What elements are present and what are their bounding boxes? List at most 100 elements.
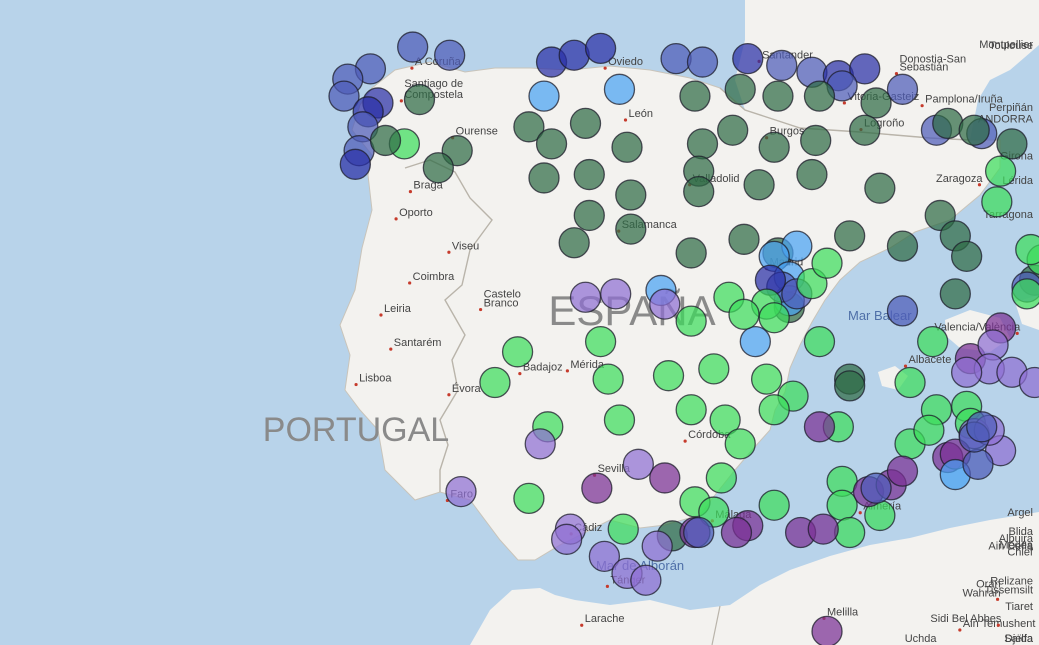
map-marker-light-green[interactable] [758, 302, 790, 334]
map-marker-navy[interactable] [732, 42, 764, 75]
map-marker-light-green[interactable] [479, 366, 511, 399]
map-marker-light-green[interactable] [750, 363, 783, 395]
map-marker-light-green[interactable] [1011, 278, 1039, 310]
map-marker-dark-green[interactable] [762, 80, 794, 112]
map-marker-light-green[interactable] [603, 404, 636, 436]
map-marker-dark-green[interactable] [573, 199, 605, 232]
map-marker-light-green[interactable] [652, 360, 685, 392]
map-marker-steel-blue[interactable] [434, 39, 466, 71]
map-marker-dark-green[interactable] [958, 114, 990, 146]
map-marker-steel-blue[interactable] [683, 516, 715, 549]
map-marker-steel-blue[interactable] [886, 295, 919, 327]
map-marker-dark-green[interactable] [834, 370, 866, 402]
map-marker-dark-green[interactable] [558, 227, 590, 259]
map-marker-dark-green[interactable] [849, 114, 881, 146]
map-marker-light-green[interactable] [501, 336, 534, 368]
map-marker-lavender[interactable] [550, 523, 583, 555]
map-marker-dark-green[interactable] [950, 240, 983, 273]
map-marker-lavender[interactable] [588, 540, 621, 573]
map-marker-light-blue[interactable] [603, 73, 636, 105]
map-marker-lavender[interactable] [600, 278, 632, 310]
map-marker-light-green[interactable] [803, 325, 836, 358]
map-marker-lavender[interactable] [622, 448, 654, 480]
map-marker-navy[interactable] [584, 32, 617, 65]
map-marker-steel-blue[interactable] [766, 49, 798, 82]
map-marker-purple[interactable] [803, 411, 836, 443]
map-marker-light-green[interactable] [834, 516, 866, 549]
map-marker-light-green[interactable] [724, 428, 756, 460]
map-marker-steel-blue[interactable] [860, 472, 892, 504]
map-marker-light-green[interactable] [698, 353, 730, 385]
map-marker-steel-blue[interactable] [962, 448, 994, 480]
map-marker-light-green[interactable] [705, 462, 738, 494]
map-marker-light-green[interactable] [811, 247, 843, 279]
map-marker-dark-green[interactable] [615, 179, 647, 211]
map-marker-purple[interactable] [811, 615, 843, 645]
map-marker-light-green[interactable] [894, 366, 926, 399]
map-marker-dark-green[interactable] [569, 107, 602, 140]
map-marker-light-green[interactable] [984, 155, 1017, 187]
map-marker-dark-green[interactable] [686, 128, 719, 160]
map-marker-purple[interactable] [807, 513, 839, 545]
map-marker-dark-green[interactable] [422, 152, 454, 184]
map-marker-steel-blue[interactable] [328, 80, 360, 112]
map-marker-dark-green[interactable] [796, 158, 828, 191]
map-marker-dark-green[interactable] [724, 73, 756, 105]
map-marker-purple[interactable] [649, 462, 681, 494]
map-marker-steel-blue[interactable] [686, 46, 719, 78]
map-marker-lavender[interactable] [1018, 366, 1039, 399]
map-marker-dark-green[interactable] [528, 162, 560, 194]
map-marker-dark-green[interactable] [939, 278, 971, 310]
map-marker-dark-green[interactable] [675, 237, 707, 269]
map-marker-light-green[interactable] [1015, 233, 1039, 266]
map-marker-navy[interactable] [849, 53, 881, 85]
map-marker-dark-green[interactable] [513, 111, 545, 143]
map-marker-dark-green[interactable] [683, 175, 715, 208]
map-marker-dark-green[interactable] [403, 83, 436, 116]
map-marker-lavender[interactable] [445, 475, 477, 508]
map-marker-lavender[interactable] [950, 356, 983, 388]
map-marker-steel-blue[interactable] [397, 31, 429, 63]
map-marker-lavender[interactable] [630, 564, 662, 596]
map-marker-light-green[interactable] [758, 489, 790, 521]
map-marker-dark-green[interactable] [743, 169, 775, 201]
map-marker-light-green[interactable] [709, 404, 741, 436]
map-marker-light-green[interactable] [675, 305, 707, 337]
map-marker-light-green[interactable] [592, 363, 624, 395]
map-marker-light-green[interactable] [913, 414, 945, 446]
map-marker-lavender[interactable] [524, 428, 556, 460]
map-marker-dark-green[interactable] [573, 158, 605, 191]
map-marker-dark-green[interactable] [803, 80, 836, 112]
map-marker-dark-green[interactable] [728, 223, 760, 255]
map-marker-lavender[interactable] [641, 530, 673, 562]
map-marker-dark-green[interactable] [886, 230, 919, 262]
map-marker-light-blue[interactable] [528, 80, 560, 112]
map-marker-lavender[interactable] [649, 288, 681, 320]
map-marker-dark-green[interactable] [758, 131, 790, 163]
map-marker-dark-green[interactable] [369, 124, 402, 157]
map-marker-light-green[interactable] [917, 325, 949, 358]
map-marker-light-green[interactable] [607, 513, 639, 545]
map-marker-dark-green[interactable] [864, 172, 896, 204]
map-marker-dark-green[interactable] [996, 128, 1028, 160]
map-marker-light-green[interactable] [728, 298, 760, 330]
map-marker-light-green[interactable] [981, 186, 1013, 218]
map-marker-steel-blue[interactable] [886, 73, 919, 105]
map-marker-lavender[interactable] [569, 281, 602, 313]
map-marker-dark-green[interactable] [611, 131, 643, 163]
map-marker-light-green[interactable] [826, 489, 858, 521]
map-marker-dark-green[interactable] [535, 128, 568, 160]
map-marker-dark-green[interactable] [932, 107, 964, 140]
map-marker-dark-green[interactable] [615, 213, 647, 245]
map-marker-dark-green[interactable] [860, 87, 892, 119]
map-marker-navy[interactable] [339, 148, 371, 180]
map-marker-purple[interactable] [581, 472, 613, 504]
map-marker-purple[interactable] [720, 516, 753, 549]
map-marker-purple[interactable] [886, 455, 919, 487]
map-marker-dark-green[interactable] [800, 124, 832, 157]
map-marker-light-green[interactable] [758, 394, 790, 426]
map-marker-light-green[interactable] [513, 482, 545, 515]
map-marker-light-blue[interactable] [739, 325, 771, 358]
map-marker-dark-green[interactable] [834, 220, 866, 252]
